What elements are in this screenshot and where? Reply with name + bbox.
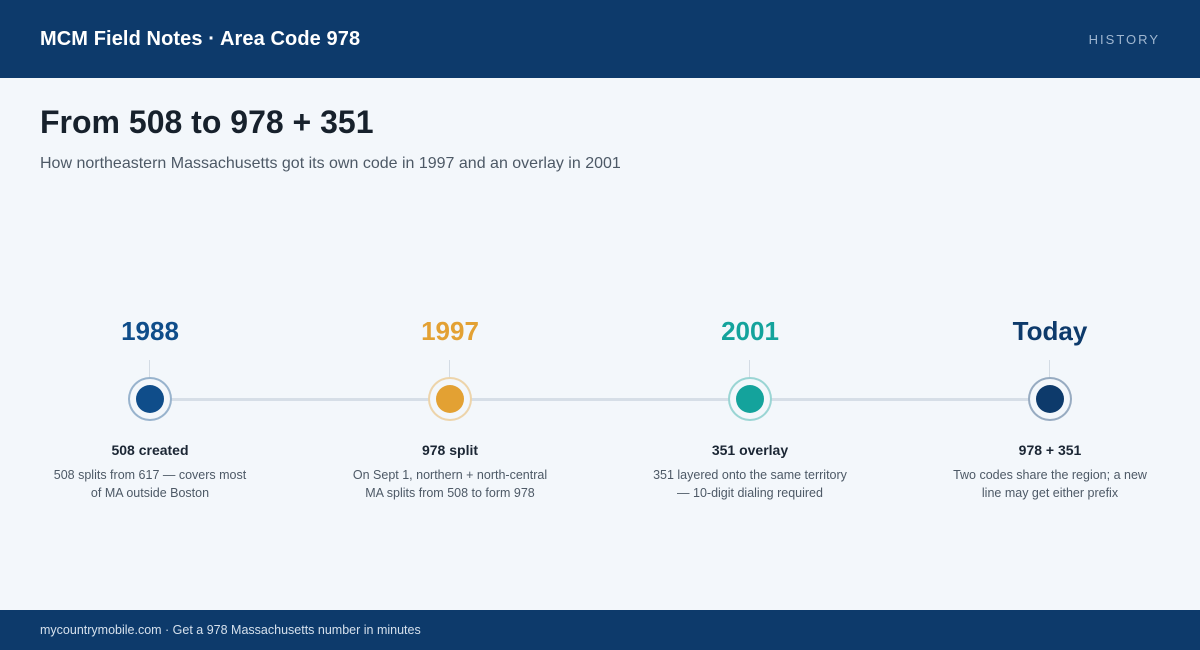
milestone-stem xyxy=(149,360,150,378)
timeline: 1988 508 created 508 splits from 617 — c… xyxy=(0,300,1200,560)
page-title: From 508 to 978 + 351 xyxy=(40,104,374,140)
milestone-year: Today xyxy=(1012,316,1088,346)
milestone-1997: 1997 978 split On Sept 1, northern + nor… xyxy=(340,300,560,500)
milestone-stem xyxy=(1049,360,1050,378)
page-subtitle: How northeastern Massachusetts got its o… xyxy=(40,155,621,172)
milestone-2001: 2001 351 overlay 351 layered onto the sa… xyxy=(640,300,860,500)
milestone-stem xyxy=(749,360,750,378)
milestone-year: 1997 xyxy=(421,316,479,346)
milestone-label: 508 created xyxy=(111,442,189,458)
milestone-node xyxy=(428,377,472,421)
milestone-dot xyxy=(736,385,764,413)
timeline-track xyxy=(150,398,1050,401)
milestone-node xyxy=(728,377,772,421)
milestone-node xyxy=(128,377,172,421)
milestone-label: 351 overlay xyxy=(711,442,789,458)
milestone-dot xyxy=(136,385,164,413)
milestone-description: 508 splits from 617 — covers most of MA … xyxy=(53,468,247,500)
milestone-label: 978 split xyxy=(421,442,479,458)
milestone-year: 1988 xyxy=(121,316,179,346)
milestone-label: 978 + 351 xyxy=(1018,442,1082,458)
brand-title: MCM Field Notes · Area Code 978 xyxy=(40,27,361,50)
milestone-description: Two codes share the region; a new line m… xyxy=(953,468,1147,500)
milestone-year: 2001 xyxy=(721,316,779,346)
milestone-today: Today 978 + 351 Two codes share the regi… xyxy=(940,300,1160,500)
top-header: MCM Field Notes · Area Code 978 HISTORY xyxy=(0,0,1200,78)
milestone-node xyxy=(1028,377,1072,421)
milestone-stem xyxy=(449,360,450,378)
section-tag: HISTORY xyxy=(1088,31,1160,47)
milestone-dot xyxy=(436,385,464,413)
milestone-description: On Sept 1, northern + north-central MA s… xyxy=(352,468,548,500)
footer: mycountrymobile.com · Get a 978 Massachu… xyxy=(0,610,1200,650)
milestone-dot xyxy=(1036,385,1064,413)
milestone-description: 351 layered onto the same territory — 10… xyxy=(653,468,847,500)
footer-text: mycountrymobile.com · Get a 978 Massachu… xyxy=(40,623,421,637)
milestone-1988: 1988 508 created 508 splits from 617 — c… xyxy=(40,300,260,500)
title-block: From 508 to 978 + 351 How northeastern M… xyxy=(40,104,621,173)
